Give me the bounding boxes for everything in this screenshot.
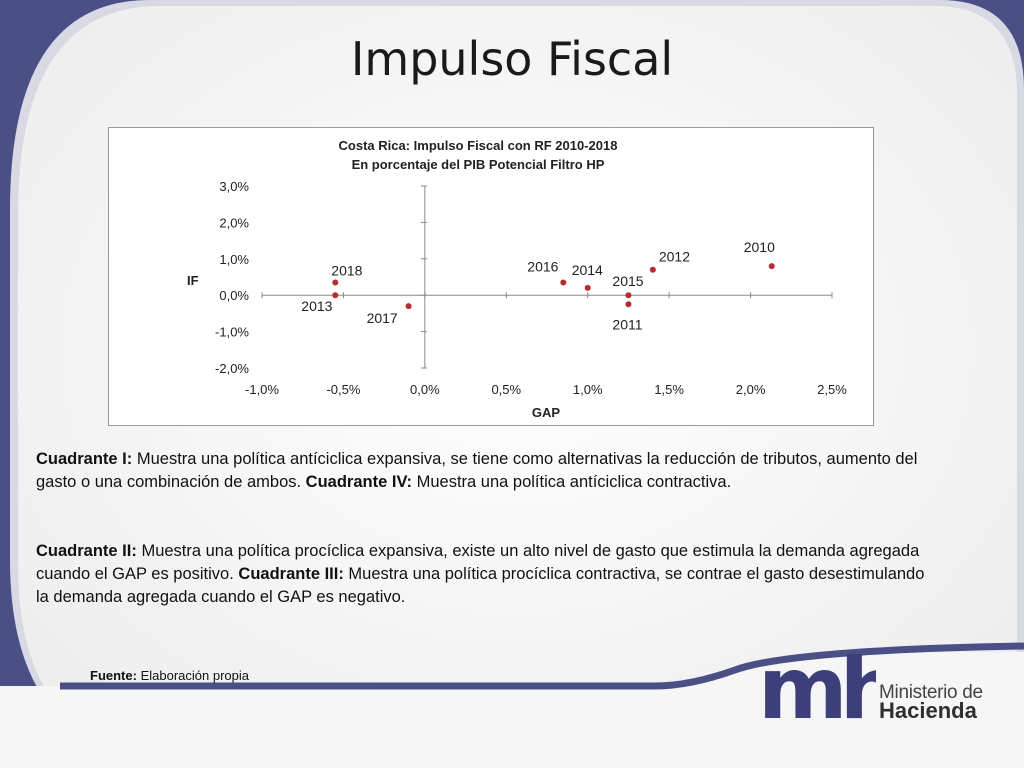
- source-text: Elaboración propia: [136, 668, 249, 683]
- data-label: 2011: [612, 316, 642, 332]
- data-point: [625, 301, 632, 308]
- x-tick-label: 0,5%: [491, 382, 521, 397]
- data-label: 2015: [612, 273, 643, 289]
- x-tick-label: -0,5%: [326, 382, 360, 397]
- scatter-chart: Costa Rica: Impulso Fiscal con RF 2010-2…: [187, 138, 847, 420]
- y-tick-label: -1,0%: [215, 325, 249, 340]
- chart-subtitle: En porcentaje del PIB Potencial Filtro H…: [352, 157, 605, 172]
- data-point: [405, 303, 412, 310]
- ministerio-hacienda-logo-mark: mh: [758, 654, 876, 722]
- data-label: 2018: [331, 262, 362, 278]
- x-tick-label: -1,0%: [245, 382, 279, 397]
- logo-text-ministerio: Ministerio de: [879, 682, 983, 703]
- x-tick-label: 2,5%: [817, 382, 847, 397]
- logo-text-hacienda: Hacienda: [879, 698, 977, 723]
- data-label: 2012: [659, 249, 690, 265]
- source-label: Fuente:: [90, 668, 137, 683]
- data-point: [584, 284, 591, 291]
- x-tick-label: 0,0%: [410, 382, 440, 397]
- y-tick-label: 3,0%: [219, 179, 249, 194]
- data-point: [560, 279, 567, 286]
- data-point: [649, 266, 656, 273]
- data-label: 2013: [301, 298, 332, 314]
- data-label: 2017: [367, 310, 398, 326]
- chart-title: Costa Rica: Impulso Fiscal con RF 2010-2…: [339, 138, 618, 153]
- y-tick-label: 1,0%: [219, 252, 249, 267]
- quadrant-3-label: Cuadrante III:: [238, 565, 344, 583]
- x-axis-label: GAP: [532, 405, 561, 420]
- x-tick-label: 1,0%: [573, 382, 603, 397]
- y-tick-label: -2,0%: [215, 361, 249, 376]
- y-tick-label: 0,0%: [219, 288, 249, 303]
- source-note: Fuente: Elaboración propia: [90, 668, 249, 683]
- logo-mark-text: mh: [758, 654, 876, 722]
- x-tick-label: 2,0%: [736, 382, 766, 397]
- data-label: 2016: [527, 258, 558, 274]
- data-point: [768, 263, 775, 270]
- data-point: [332, 279, 339, 286]
- chart-frame: Costa Rica: Impulso Fiscal con RF 2010-2…: [108, 127, 874, 426]
- slide-title: Impulso Fiscal: [350, 32, 674, 86]
- quadrant-description-2: Cuadrante II: Muestra una política procí…: [36, 540, 926, 609]
- y-tick-label: 2,0%: [219, 215, 249, 230]
- quadrant-3-text: Muestra una política procíclica contract…: [36, 565, 925, 606]
- chart-points: 2010 2011 2012 2013 2014 2015 2016 2017 2018: [301, 239, 775, 332]
- quadrant-4-label: Cuadrante IV:: [305, 473, 413, 491]
- quadrant-1-label: Cuadrante I:: [36, 450, 133, 468]
- data-label: 2014: [572, 262, 603, 278]
- chart-axes: [262, 186, 832, 368]
- x-tick-label: 1,5%: [654, 382, 684, 397]
- data-label: 2010: [744, 239, 775, 255]
- quadrant-4-text: Muestra una política antíciclica contrac…: [412, 473, 732, 491]
- quadrant-description-1: Cuadrante I: Muestra una política antíci…: [36, 448, 926, 494]
- quadrant-2-label: Cuadrante II:: [36, 542, 137, 560]
- chart-ticks: -1,0% -0,5% 0,0% 0,5% 1,0% 1,5% 2,0% 2,5% 3,0% 2,…: [215, 179, 847, 397]
- quadrant-2-text: Muestra una política procíclica expansiv…: [36, 542, 920, 583]
- data-point: [625, 292, 632, 299]
- quadrant-1-text: Muestra una política antíciclica expansi…: [36, 450, 918, 491]
- data-point: [332, 292, 339, 299]
- y-axis-label: IF: [187, 273, 199, 288]
